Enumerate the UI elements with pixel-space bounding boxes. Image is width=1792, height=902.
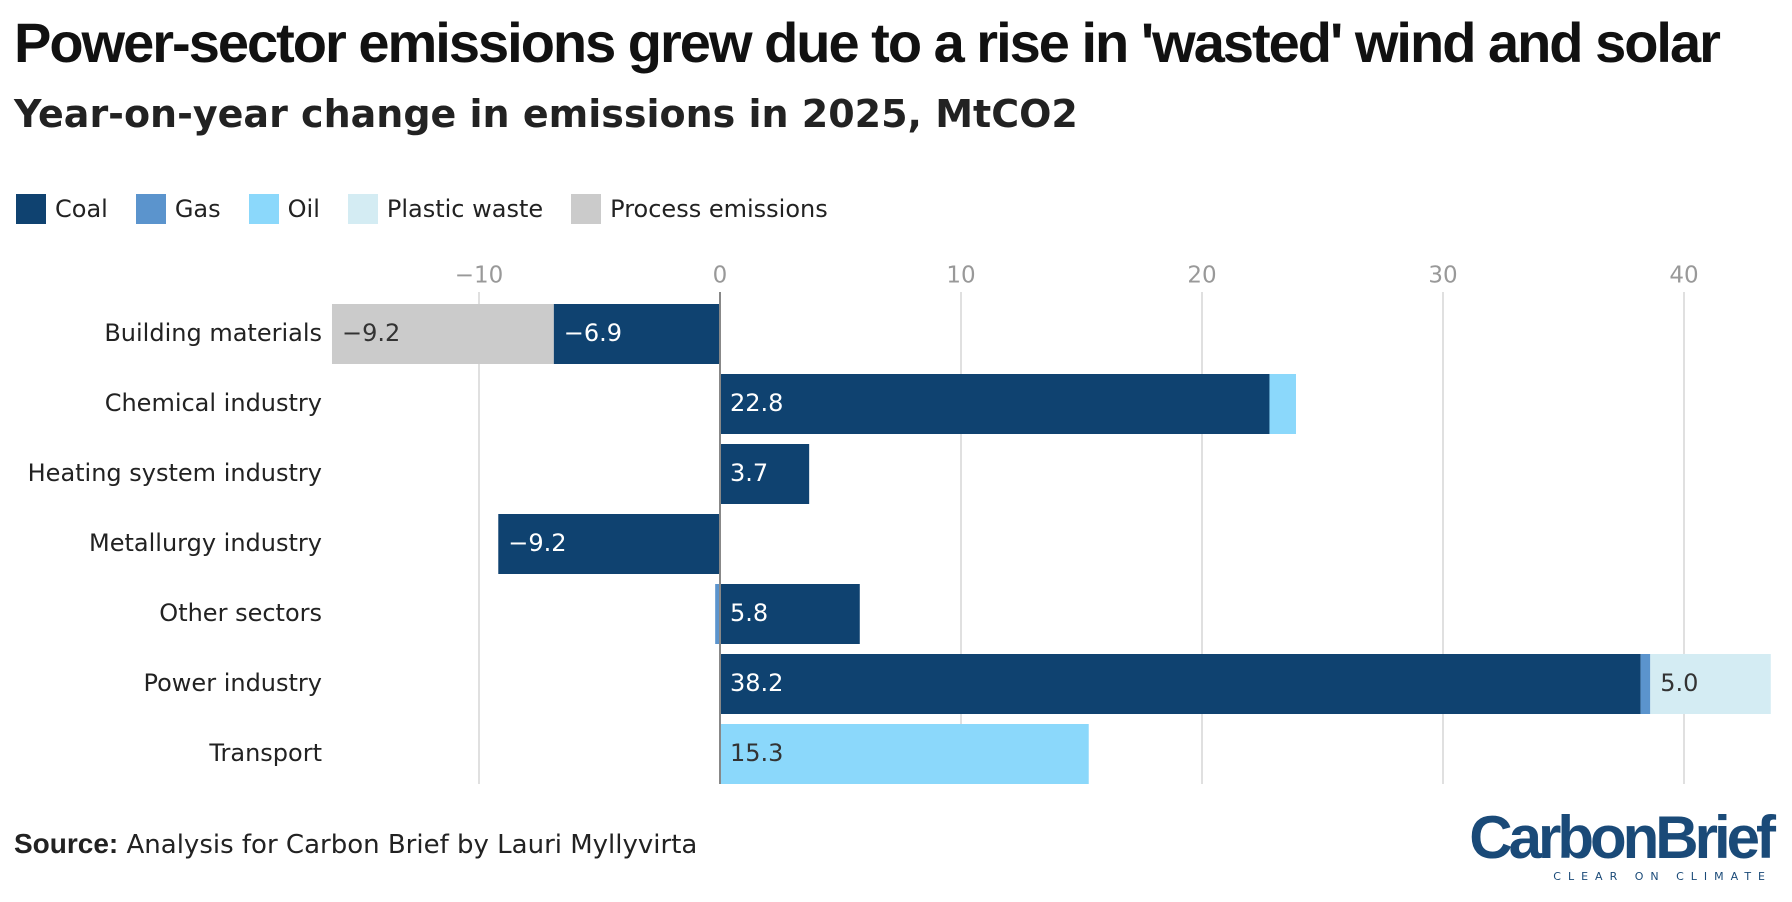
x-tick-label-5: 40 <box>1669 263 1698 289</box>
legend: Coal Gas Oil Plastic waste Process emiss… <box>16 194 856 224</box>
category-label-chemical-industry: Chemical industry <box>105 389 322 417</box>
x-tick-label-3: 20 <box>1187 263 1216 289</box>
category-label-transport: Transport <box>208 739 322 767</box>
logo-tagline: CLEAR ON CLIMATE <box>1553 870 1772 883</box>
source-text: Analysis for Carbon Brief by Lauri Mylly… <box>126 830 698 860</box>
carbon-brief-logo: CarbonBrief CLEAR ON CLIMATE <box>1469 804 1776 884</box>
legend-label-coal: Coal <box>55 195 108 223</box>
logo-text: CarbonBrief <box>1469 804 1776 871</box>
source-note: Source: Analysis for Carbon Brief by Lau… <box>14 828 697 860</box>
bar-other-sectors-coal <box>720 584 860 644</box>
bar-power-industry-plastic-waste <box>1650 654 1771 714</box>
bar-building-materials-process-emissions <box>331 304 554 364</box>
legend-swatch-process-emissions <box>571 194 602 224</box>
bar-transport-oil <box>720 724 1089 784</box>
legend-swatch-oil <box>248 194 279 224</box>
chart-subtitle: Year-on-year change in emissions in 2025… <box>14 92 1078 136</box>
data-label-transport-oil: 15.3 <box>730 739 783 767</box>
x-tick-label-2: 10 <box>946 263 975 289</box>
category-label-heating-system-industry: Heating system industry <box>28 459 322 487</box>
legend-swatch-plastic-waste <box>347 194 378 224</box>
data-label-building-materials-coal: −6.9 <box>564 319 622 347</box>
legend-item-coal: Coal <box>16 194 108 224</box>
data-label-other-sectors-coal: 5.8 <box>730 599 768 627</box>
bar-other-sectors-gas <box>715 584 720 644</box>
category-label-metallurgy-industry: Metallurgy industry <box>89 529 322 557</box>
legend-label-gas: Gas <box>174 195 221 223</box>
category-label-building-materials: Building materials <box>104 319 322 347</box>
category-label-other-sectors: Other sectors <box>159 599 322 627</box>
source-label: Source: <box>14 828 119 859</box>
x-tick-label-0: −10 <box>455 263 504 289</box>
bar-heating-system-industry-coal <box>720 444 810 504</box>
bar-chemical-industry-oil <box>1269 374 1296 434</box>
category-label-power-industry: Power industry <box>144 669 323 697</box>
bar-power-industry-gas <box>1640 654 1651 714</box>
bar-chemical-industry-coal <box>720 374 1270 434</box>
legend-swatch-coal <box>16 194 46 224</box>
data-label-heating-system-industry-coal: 3.7 <box>730 459 768 487</box>
bar-chart: −10 0 10 20 30 40 Building materials −6.9 −9.2 Ch… <box>28 263 1771 784</box>
data-label-metallurgy-industry-coal: −9.2 <box>508 529 566 557</box>
legend-label-plastic-waste: Plastic waste <box>386 195 544 223</box>
data-label-building-materials-process-emissions: −9.2 <box>342 319 400 347</box>
legend-item-plastic-waste: Plastic waste <box>347 194 544 224</box>
legend-item-gas: Gas <box>135 194 221 224</box>
legend-item-process-emissions: Process emissions <box>571 194 828 224</box>
legend-swatch-gas <box>135 194 166 224</box>
x-tick-label-1: 0 <box>713 263 728 289</box>
chart-title: Power-sector emissions grew due to a ris… <box>14 11 1721 74</box>
bar-building-materials-coal <box>553 304 720 364</box>
bar-power-industry-coal <box>720 654 1641 714</box>
data-label-power-industry-coal: 38.2 <box>730 669 783 697</box>
data-label-power-industry-plastic-waste: 5.0 <box>1660 669 1698 697</box>
data-label-chemical-industry-coal: 22.8 <box>730 389 783 417</box>
bar-metallurgy-industry-coal <box>498 514 720 574</box>
legend-item-oil: Oil <box>248 194 320 224</box>
legend-label-process-emissions: Process emissions <box>610 195 828 223</box>
legend-label-oil: Oil <box>287 195 320 223</box>
x-tick-label-4: 30 <box>1428 263 1457 289</box>
